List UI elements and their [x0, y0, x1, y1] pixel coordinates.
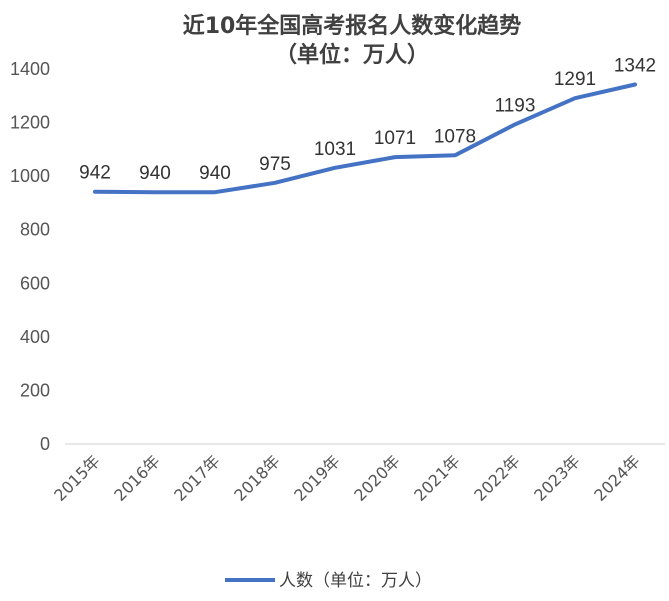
x-tick-label: 2023年: [530, 451, 584, 505]
x-tick-label: 2016年: [110, 451, 164, 505]
chart-title-line-1: 近10年全国高考报名人数变化趋势: [183, 13, 522, 39]
data-label: 975: [259, 154, 291, 175]
y-tick-label: 1400: [10, 59, 50, 79]
data-label: 942: [79, 163, 111, 184]
x-tick-label: 2017年: [170, 451, 224, 505]
data-labels: 942 940 940 975 1031 1071 1078 1193 1291 1342: [79, 56, 656, 185]
data-label: 940: [199, 163, 231, 184]
data-label: 1078: [434, 126, 476, 147]
y-tick-label: 1000: [10, 166, 50, 186]
x-tick-label: 2020年: [350, 451, 404, 505]
legend-label: 人数（单位：万人）: [279, 571, 432, 591]
x-tick-label: 2024年: [590, 451, 644, 505]
data-label: 1291: [554, 69, 596, 90]
x-tick-label: 2021年: [410, 451, 464, 505]
x-tick-label: 2019年: [290, 451, 344, 505]
legend: 人数（单位：万人）: [225, 571, 432, 591]
x-tick-label: 2018年: [230, 451, 284, 505]
data-label: 1193: [495, 95, 536, 116]
x-axis-ticks: 2015年 2016年 2017年 2018年 2019年 2020年 2021年 2022年…: [50, 451, 644, 505]
data-label: 1071: [374, 128, 416, 149]
y-tick-label: 800: [20, 220, 50, 240]
series-line-renshu: [93, 82, 637, 195]
y-axis-ticks: 0 200 400 600 800 1000 1200 1400: [10, 59, 50, 454]
x-tick-label: 2022年: [470, 451, 524, 505]
y-tick-label: 400: [20, 327, 50, 347]
y-tick-label: 200: [20, 380, 50, 400]
y-tick-label: 0: [40, 434, 50, 454]
chart-title-line-2: （单位：万人）: [275, 42, 429, 68]
y-tick-label: 1200: [10, 113, 50, 133]
data-label: 1342: [614, 56, 656, 77]
y-tick-label: 600: [20, 273, 50, 293]
x-tick-label: 2015年: [50, 451, 104, 505]
data-label: 940: [139, 163, 171, 184]
data-label: 1031: [314, 139, 356, 160]
